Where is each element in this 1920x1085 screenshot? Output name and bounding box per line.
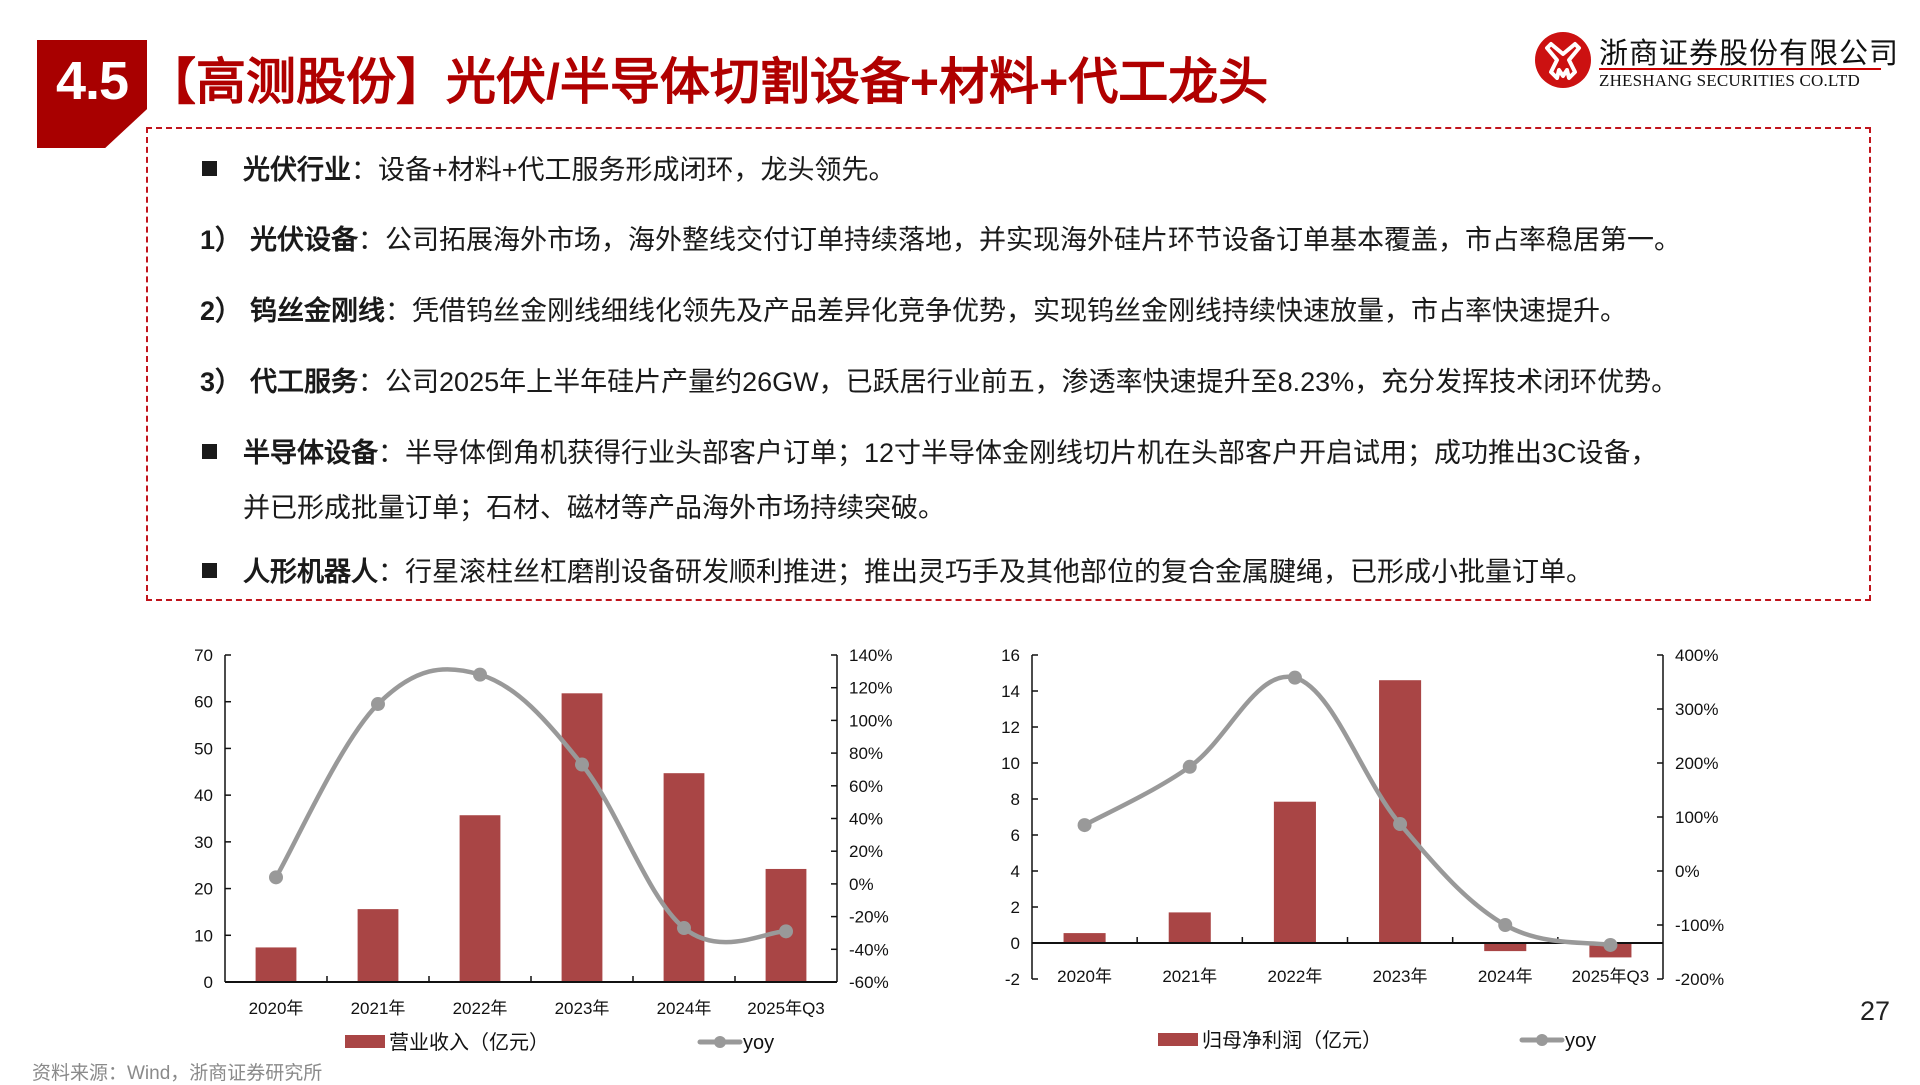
svg-text:10: 10 — [1001, 754, 1020, 773]
svg-text:0: 0 — [1011, 934, 1020, 953]
page-number: 27 — [1860, 996, 1891, 1026]
item-heading: 代工服务 — [250, 367, 359, 397]
logo-name-cn: 浙商证券股份有限公司 — [1599, 36, 1900, 70]
svg-text:30: 30 — [194, 833, 213, 852]
svg-text:140%: 140% — [849, 646, 892, 665]
svg-text:20: 20 — [194, 880, 213, 899]
item-text: ：设备+材料+代工服务形成闭环，龙头领先。 — [351, 155, 896, 185]
svg-text:60%: 60% — [849, 777, 883, 796]
item-heading: 光伏行业 — [243, 155, 351, 185]
svg-text:16: 16 — [1001, 646, 1020, 665]
list-item: 光伏行业：设备+材料+代工服务形成闭环，龙头领先。 — [202, 148, 896, 187]
item-text: ：公司2025年上半年硅片产量约26GW，已跃居行业前五，渗透率快速提升至8.2… — [358, 367, 1679, 397]
svg-text:2024年: 2024年 — [1478, 967, 1533, 986]
svg-text:-2: -2 — [1005, 970, 1020, 989]
item-text: ：半导体倒角机获得行业头部客户订单；12寸半导体金刚线切片机在头部客户开启试用；… — [378, 438, 1658, 468]
svg-text:-100%: -100% — [1675, 916, 1724, 935]
item-heading: 半导体设备 — [243, 438, 378, 468]
item-number: 3） — [200, 367, 243, 397]
logo-name-en: ZHESHANG SECURITIES CO.LTD — [1599, 71, 1860, 90]
svg-text:-200%: -200% — [1675, 970, 1724, 989]
svg-text:0%: 0% — [1675, 862, 1700, 881]
svg-text:2021年: 2021年 — [1162, 967, 1217, 986]
item-number: 1） — [200, 225, 243, 255]
square-bullet-icon — [202, 563, 217, 578]
section-number: 4.5 — [55, 51, 129, 111]
svg-text:2020年: 2020年 — [1057, 967, 1112, 986]
list-item: 半导体设备：半导体倒角机获得行业头部客户订单；12寸半导体金刚线切片机在头部客户… — [202, 431, 1658, 470]
svg-text:80%: 80% — [849, 744, 883, 763]
square-bullet-icon — [202, 161, 217, 176]
svg-text:yoy: yoy — [1565, 1030, 1596, 1052]
company-logo: 浙商证券股份有限公司 ZHESHANG SECURITIES CO.LTD — [1535, 30, 1898, 92]
svg-text:yoy: yoy — [743, 1032, 774, 1054]
item-heading: 光伏设备 — [250, 225, 359, 255]
svg-text:100%: 100% — [849, 711, 892, 730]
svg-text:0: 0 — [204, 973, 213, 992]
svg-text:2025年Q3: 2025年Q3 — [747, 999, 825, 1018]
svg-text:10: 10 — [194, 926, 213, 945]
svg-text:营业收入（亿元）: 营业收入（亿元） — [389, 1030, 549, 1054]
svg-text:2021年: 2021年 — [351, 999, 406, 1018]
svg-text:200%: 200% — [1675, 754, 1718, 773]
page-title: 【高测股份】光伏/半导体切割设备+材料+代工龙头 — [146, 54, 1269, 110]
svg-text:60: 60 — [194, 693, 213, 712]
svg-text:70: 70 — [194, 646, 213, 665]
zheshang-logo-icon — [1535, 32, 1591, 88]
svg-text:50: 50 — [194, 739, 213, 758]
source-note: 资料来源：Wind，浙商证券研究所 — [32, 1063, 323, 1084]
svg-text:8: 8 — [1011, 790, 1020, 809]
svg-text:300%: 300% — [1675, 700, 1718, 719]
svg-text:2025年Q3: 2025年Q3 — [1572, 967, 1650, 986]
svg-text:20%: 20% — [849, 842, 883, 861]
item-heading: 钨丝金刚线 — [250, 296, 386, 326]
svg-text:2023年: 2023年 — [1373, 967, 1428, 986]
list-item: 2） 钨丝金刚线：凭借钨丝金刚线细线化领先及产品差异化竞争优势，实现钨丝金刚线持续… — [200, 289, 1627, 328]
logo-divider — [1599, 68, 1881, 70]
item-text: ：凭借钨丝金刚线细线化领先及产品差异化竞争优势，实现钨丝金刚线持续快速放量，市占… — [385, 296, 1628, 326]
list-item-continuation: 并已形成批量订单；石材、磁材等产品海外市场持续突破。 — [243, 486, 945, 525]
list-item: 人形机器人：行星滚柱丝杠磨削设备研发顺利推进；推出灵巧手及其他部位的复合金属腱绳… — [202, 550, 1593, 589]
svg-text:12: 12 — [1001, 718, 1020, 737]
svg-text:2020年: 2020年 — [249, 999, 304, 1018]
svg-text:120%: 120% — [849, 679, 892, 698]
square-bullet-icon — [202, 444, 217, 459]
svg-text:-20%: -20% — [849, 908, 889, 927]
svg-text:6: 6 — [1011, 826, 1020, 845]
list-item: 3） 代工服务：公司2025年上半年硅片产量约26GW，已跃居行业前五，渗透率快速… — [200, 360, 1678, 399]
svg-text:-40%: -40% — [849, 940, 889, 959]
svg-text:-60%: -60% — [849, 973, 889, 992]
list-item: 1） 光伏设备：公司拓展海外市场，海外整线交付订单持续落地，并实现海外硅片环节设备… — [200, 218, 1681, 257]
svg-text:2022年: 2022年 — [453, 999, 508, 1018]
svg-text:40%: 40% — [849, 810, 883, 829]
item-text: ：行星滚柱丝杠磨削设备研发顺利推进；推出灵巧手及其他部位的复合金属腱绳，已形成小… — [378, 557, 1593, 587]
svg-text:100%: 100% — [1675, 808, 1718, 827]
section-badge: 4.5 — [37, 40, 147, 148]
svg-text:2023年: 2023年 — [555, 999, 610, 1018]
item-text: 并已形成批量订单；石材、磁材等产品海外市场持续突破。 — [243, 493, 945, 523]
svg-text:归母净利润（亿元）: 归母净利润（亿元） — [1202, 1028, 1382, 1052]
svg-text:0%: 0% — [849, 875, 874, 894]
svg-text:2024年: 2024年 — [657, 999, 712, 1018]
svg-text:2: 2 — [1011, 898, 1020, 917]
item-heading: 人形机器人 — [243, 557, 378, 587]
summary-box: 光伏行业：设备+材料+代工服务形成闭环，龙头领先。 1） 光伏设备：公司拓展海外市… — [146, 127, 1871, 601]
svg-text:40: 40 — [194, 786, 213, 805]
svg-text:14: 14 — [1001, 682, 1020, 701]
svg-text:4: 4 — [1011, 862, 1020, 881]
item-number: 2） — [200, 296, 243, 326]
svg-text:400%: 400% — [1675, 646, 1718, 665]
item-text: ：公司拓展海外市场，海外整线交付订单持续落地，并实现海外硅片环节设备订单基本覆盖… — [358, 225, 1682, 255]
svg-text:2022年: 2022年 — [1268, 967, 1323, 986]
